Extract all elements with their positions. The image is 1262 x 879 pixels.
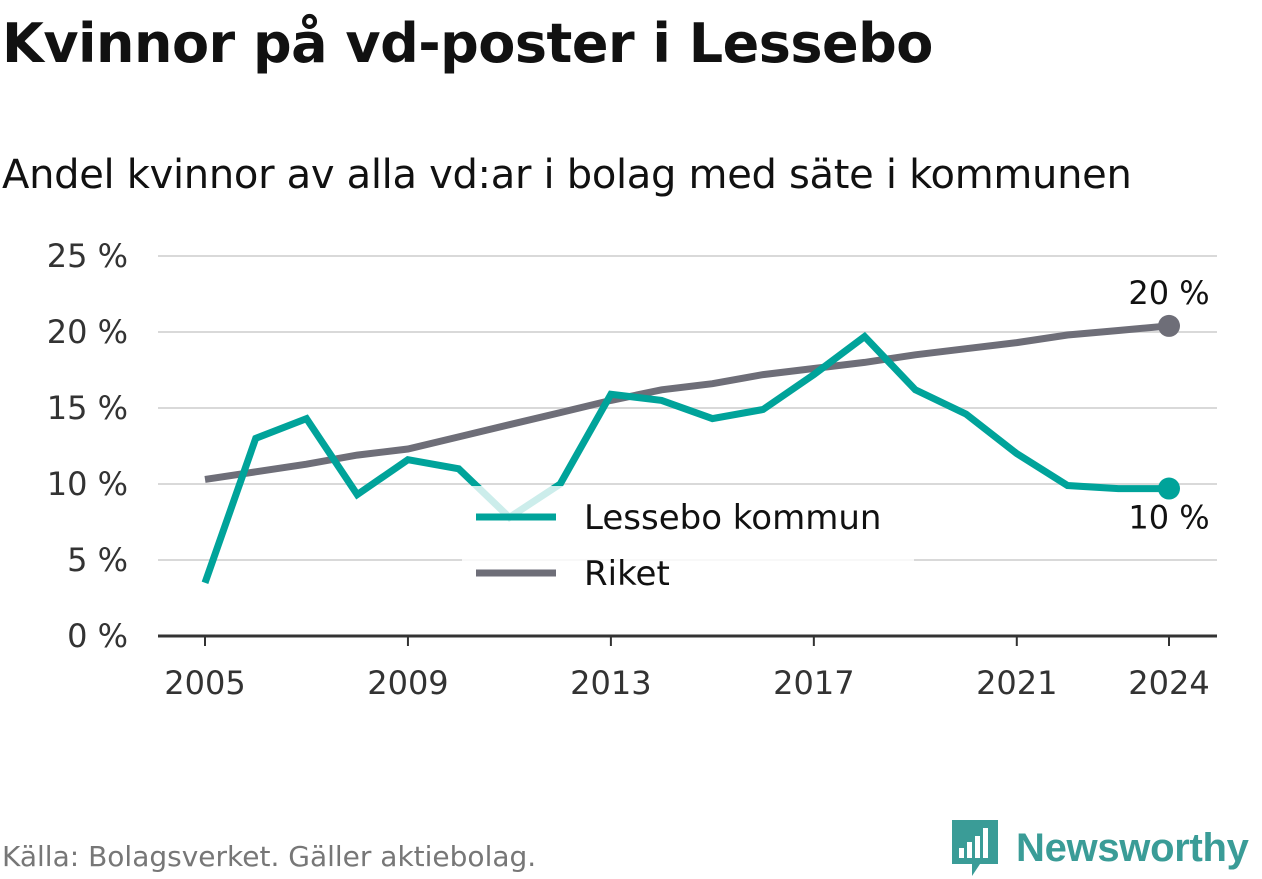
legend-label-lessebo: Lessebo kommun (584, 498, 881, 538)
y-tick-label: 25 % (47, 237, 128, 275)
brand-name: Newsworthy (1016, 825, 1249, 870)
chart-subtitle: Andel kvinnor av alla vd:ar i bolag med … (2, 152, 1132, 198)
brand-logo: Newsworthy (950, 818, 1249, 878)
chart-title: Kvinnor på vd-poster i Lessebo (2, 12, 933, 75)
x-tick-label: 2017 (773, 664, 854, 702)
legend-label-riket: Riket (584, 554, 670, 594)
bar-chart-logo-icon (952, 820, 998, 876)
source-note: Källa: Bolagsverket. Gäller aktiebolag. (2, 840, 537, 873)
riket-series-line (204, 322, 1170, 483)
y-tick-label: 0 % (67, 617, 128, 655)
lessebo-series-line (201, 331, 1169, 584)
riket-end-label: 20 % (1128, 274, 1209, 312)
x-tick-label: 2013 (570, 664, 651, 702)
y-tick-label: 10 % (47, 465, 128, 503)
x-tick-label: 2024 (1128, 664, 1209, 702)
x-tick-label: 2009 (367, 664, 448, 702)
riket-end-point (1158, 314, 1180, 337)
lessebo-end-label: 10 % (1128, 499, 1209, 537)
lessebo-end-point (1158, 477, 1180, 500)
x-tick-label: 2021 (976, 664, 1057, 702)
y-tick-label: 20 % (47, 313, 128, 351)
y-tick-label: 15 % (47, 389, 128, 427)
y-tick-label: 5 % (67, 541, 128, 579)
x-tick-label: 2005 (164, 664, 245, 702)
legend-box (462, 486, 914, 602)
